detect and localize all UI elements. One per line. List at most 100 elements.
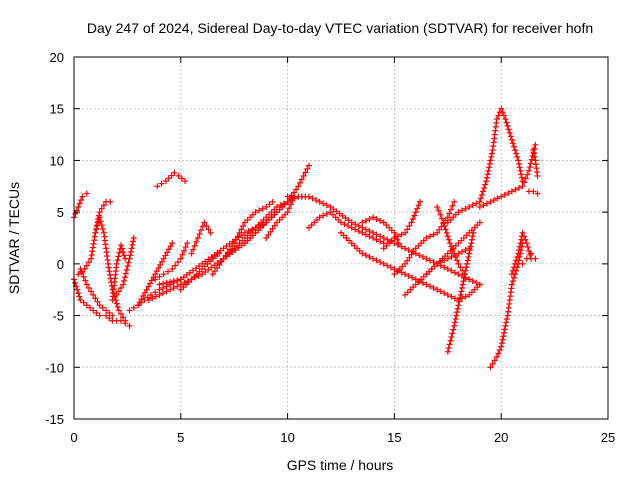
data-point — [263, 206, 278, 221]
x-tick-label: 5 — [177, 430, 184, 445]
data-point — [338, 219, 352, 229]
data-point — [316, 210, 330, 221]
data-point — [126, 238, 137, 262]
data-point — [370, 235, 384, 245]
data-point — [220, 243, 236, 262]
data-point — [508, 136, 521, 160]
data-point — [252, 216, 267, 231]
data-point — [169, 259, 181, 273]
data-point — [476, 219, 483, 226]
axis-ticks: 0 5 10 15 20 25 -15 -10 -5 0 5 10 15 20 — [45, 50, 615, 445]
data-point — [216, 250, 223, 257]
data-point — [209, 258, 225, 278]
data-point — [466, 276, 473, 283]
data-point — [126, 322, 133, 329]
data-point — [177, 244, 189, 262]
data-point — [284, 197, 296, 216]
data-point — [75, 268, 85, 278]
data-point — [348, 224, 362, 235]
x-tick-label: 15 — [387, 430, 401, 445]
y-tick-label: 15 — [50, 102, 64, 117]
data-point — [154, 180, 165, 190]
data-point — [412, 237, 427, 252]
data-point — [122, 317, 129, 324]
data-point — [466, 284, 481, 298]
data-point — [359, 229, 373, 240]
data-point — [417, 198, 424, 205]
data-point — [160, 243, 174, 262]
y-tick-label: 0 — [57, 257, 64, 272]
y-tick-label: -5 — [52, 309, 64, 324]
data-point — [207, 229, 214, 236]
data-point — [305, 216, 320, 231]
data-point — [370, 229, 394, 245]
data-point — [455, 232, 470, 247]
data-point — [175, 172, 185, 182]
data-point — [92, 212, 102, 236]
x-tick-label: 10 — [280, 430, 294, 445]
data-point — [305, 162, 312, 169]
data-point — [273, 211, 288, 226]
data-point — [113, 284, 124, 298]
data-point — [115, 307, 127, 321]
plot-frame — [73, 56, 609, 420]
data-point — [162, 172, 175, 185]
data-point — [489, 119, 500, 154]
data-point — [532, 255, 539, 262]
data-point — [476, 181, 489, 205]
y-tick-label: 5 — [57, 205, 64, 220]
data-point — [412, 250, 437, 266]
data-point — [359, 216, 373, 226]
y-axis-label: SDTVAR / TECUs — [6, 182, 22, 294]
data-point — [169, 240, 176, 247]
data-point — [96, 202, 107, 216]
data-point — [130, 235, 137, 241]
data-point — [135, 289, 148, 309]
data-point — [201, 219, 212, 233]
data-point — [444, 266, 458, 276]
gridlines — [74, 57, 608, 419]
x-axis-label: GPS time / hours — [287, 457, 394, 473]
data-point — [100, 229, 111, 263]
data-point — [434, 253, 449, 267]
data-point — [534, 172, 541, 179]
data-point — [434, 203, 445, 222]
data-point — [194, 223, 206, 241]
data-point — [83, 302, 94, 311]
data-point — [402, 284, 417, 298]
data-point — [391, 231, 405, 241]
data-point — [109, 264, 120, 304]
data-point — [199, 258, 214, 273]
data-point — [152, 273, 163, 283]
data-point — [515, 233, 525, 257]
data-point — [466, 200, 480, 210]
data-point — [483, 150, 495, 185]
data-point — [77, 297, 87, 306]
data-point — [493, 347, 503, 360]
data-point — [444, 326, 457, 355]
data-point — [530, 147, 538, 160]
y-tick-label: 20 — [50, 50, 64, 65]
y-tick-label: -15 — [45, 412, 64, 427]
data-point — [171, 169, 178, 176]
data-point — [156, 277, 181, 288]
data-point — [504, 285, 515, 319]
data-point — [523, 255, 530, 262]
data-point — [284, 193, 309, 200]
data-point — [120, 259, 132, 288]
data-point — [122, 255, 129, 262]
data-point — [348, 219, 373, 235]
y-tick-label: -10 — [45, 360, 64, 375]
data-point — [493, 109, 503, 123]
data-point — [273, 200, 288, 210]
data-point — [476, 281, 483, 288]
chart-title: Day 247 of 2024, Sidereal Day-to-day VTE… — [87, 20, 593, 36]
data-point — [338, 229, 353, 244]
data-point — [96, 312, 103, 319]
data-point — [412, 202, 422, 216]
data-point — [402, 248, 417, 267]
data-point — [96, 302, 106, 311]
data-point — [380, 260, 394, 271]
data-point — [241, 211, 256, 226]
